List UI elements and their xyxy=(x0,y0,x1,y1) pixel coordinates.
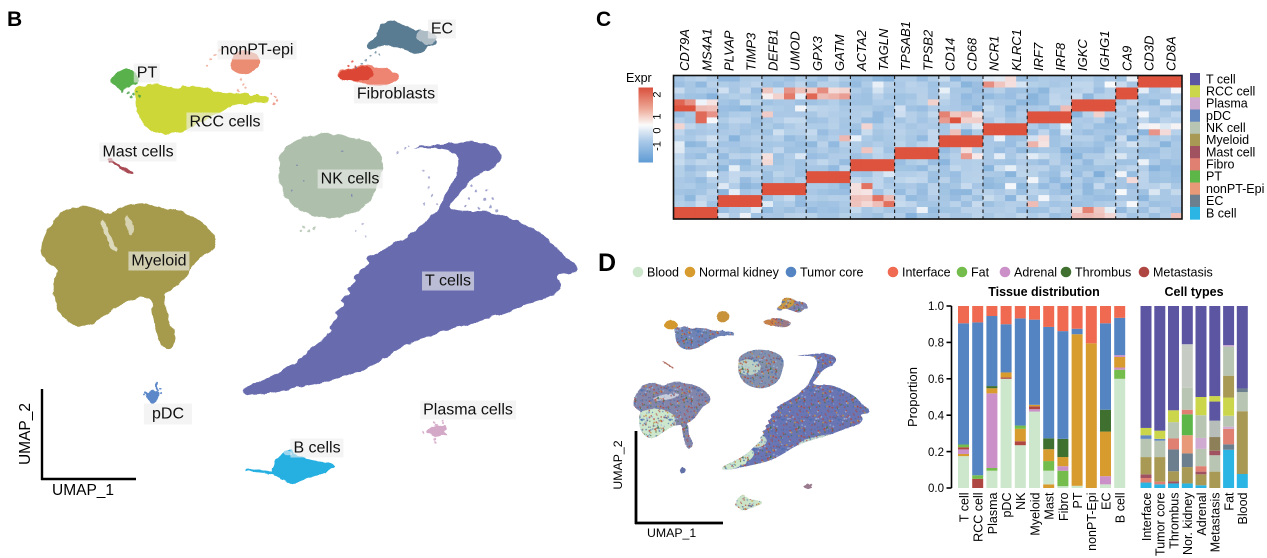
svg-text:Proportion: Proportion xyxy=(905,367,920,427)
svg-text:Mast cell: Mast cell xyxy=(1206,145,1255,159)
svg-text:Blood: Blood xyxy=(1236,492,1250,524)
svg-text:UMAP_2: UMAP_2 xyxy=(611,440,625,489)
svg-text:CD68: CD68 xyxy=(965,37,980,71)
svg-text:IRF8: IRF8 xyxy=(1053,42,1068,71)
svg-text:TAGLN: TAGLN xyxy=(876,28,891,71)
svg-text:T cell: T cell xyxy=(1206,72,1236,86)
svg-text:B: B xyxy=(7,8,22,31)
svg-text:Fat: Fat xyxy=(1222,492,1236,511)
svg-text:T cell: T cell xyxy=(957,493,971,523)
svg-text:Adrenal: Adrenal xyxy=(1014,266,1057,280)
svg-text:Tissue distribution: Tissue distribution xyxy=(988,285,1100,299)
svg-text:CD8A: CD8A xyxy=(1163,36,1178,71)
svg-text:D: D xyxy=(598,249,616,277)
svg-text:CD79A: CD79A xyxy=(677,29,692,71)
svg-text:RCC cell: RCC cell xyxy=(1206,85,1255,99)
svg-text:0: 0 xyxy=(652,127,664,133)
svg-text:0.6: 0.6 xyxy=(928,374,944,386)
svg-text:Myeloid: Myeloid xyxy=(1028,492,1042,535)
svg-text:C: C xyxy=(596,8,611,31)
svg-text:pDC: pDC xyxy=(1000,493,1014,518)
svg-text:nonPT-Epi: nonPT-Epi xyxy=(1085,493,1099,551)
svg-text:Fat: Fat xyxy=(971,266,990,280)
svg-text:IRF7: IRF7 xyxy=(1031,42,1046,71)
svg-text:GATM: GATM xyxy=(832,34,847,71)
svg-text:CD14: CD14 xyxy=(942,38,957,71)
svg-text:Interface: Interface xyxy=(902,266,951,280)
svg-text:pDC: pDC xyxy=(1206,109,1231,123)
svg-text:GPX3: GPX3 xyxy=(810,36,825,71)
svg-text:UMAP_1: UMAP_1 xyxy=(647,526,696,540)
svg-text:Thrombus: Thrombus xyxy=(1075,266,1131,280)
svg-text:UMAP_2: UMAP_2 xyxy=(17,403,34,465)
svg-text:Interface: Interface xyxy=(1140,492,1154,541)
svg-text:Normal kidney: Normal kidney xyxy=(699,266,780,280)
svg-text:Adrenal: Adrenal xyxy=(1195,493,1209,536)
svg-text:B cell: B cell xyxy=(1206,206,1237,220)
svg-text:TIMP3: TIMP3 xyxy=(743,32,758,71)
svg-text:Tumor core: Tumor core xyxy=(1154,492,1168,555)
svg-text:IGKC: IGKC xyxy=(1075,39,1090,71)
svg-text:CA9: CA9 xyxy=(1119,46,1134,71)
svg-text:NK: NK xyxy=(1014,492,1028,510)
svg-text:PT: PT xyxy=(1071,492,1085,508)
svg-text:RCC cell: RCC cell xyxy=(972,493,986,542)
svg-text:0.0: 0.0 xyxy=(928,483,944,495)
svg-text:-1: -1 xyxy=(652,141,664,151)
svg-text:Fibro: Fibro xyxy=(1057,492,1071,521)
svg-text:0.8: 0.8 xyxy=(928,338,944,350)
svg-text:1: 1 xyxy=(652,113,664,119)
svg-text:0.4: 0.4 xyxy=(928,410,945,422)
svg-text:Plasma: Plasma xyxy=(986,492,1000,534)
svg-text:PT: PT xyxy=(1206,170,1222,184)
svg-text:UMAP_1: UMAP_1 xyxy=(52,482,114,499)
svg-text:Myeloid: Myeloid xyxy=(1206,133,1249,147)
svg-text:Nor. kidney: Nor. kidney xyxy=(1181,492,1195,555)
svg-text:ACTA2: ACTA2 xyxy=(854,29,869,72)
svg-text:B cell: B cell xyxy=(1114,493,1128,524)
svg-text:1.0: 1.0 xyxy=(928,301,944,313)
svg-text:Thrombus: Thrombus xyxy=(1167,493,1181,549)
svg-text:MS4A1: MS4A1 xyxy=(699,28,714,71)
svg-text:TPSB2: TPSB2 xyxy=(920,29,935,71)
svg-text:EC: EC xyxy=(1206,194,1223,208)
svg-text:TPSAB1: TPSAB1 xyxy=(898,21,913,71)
svg-text:Expr: Expr xyxy=(626,71,652,85)
svg-text:CD3D: CD3D xyxy=(1141,36,1156,71)
svg-text:Metastasis: Metastasis xyxy=(1153,266,1213,280)
svg-text:Metastasis: Metastasis xyxy=(1209,493,1223,553)
svg-text:EC: EC xyxy=(1099,493,1113,510)
svg-text:Blood: Blood xyxy=(647,266,679,280)
svg-text:Mast: Mast xyxy=(1043,492,1057,520)
svg-text:Tumor core: Tumor core xyxy=(800,266,863,280)
svg-text:NK cell: NK cell xyxy=(1206,121,1246,135)
svg-text:KLRC1: KLRC1 xyxy=(1009,29,1024,71)
svg-text:Cell types: Cell types xyxy=(1164,285,1223,299)
svg-text:DEFB1: DEFB1 xyxy=(766,29,781,71)
svg-text:NCR1: NCR1 xyxy=(987,36,1002,71)
svg-text:Fibro: Fibro xyxy=(1206,158,1235,172)
svg-text:Plasma: Plasma xyxy=(1206,97,1248,111)
svg-text:PLVAP: PLVAP xyxy=(721,30,736,71)
svg-text:nonPT-Epi: nonPT-Epi xyxy=(1206,182,1264,196)
svg-text:2: 2 xyxy=(652,91,664,97)
svg-text:0.2: 0.2 xyxy=(928,447,944,459)
svg-text:UMOD: UMOD xyxy=(788,31,803,71)
svg-text:IGHG1: IGHG1 xyxy=(1097,31,1112,71)
